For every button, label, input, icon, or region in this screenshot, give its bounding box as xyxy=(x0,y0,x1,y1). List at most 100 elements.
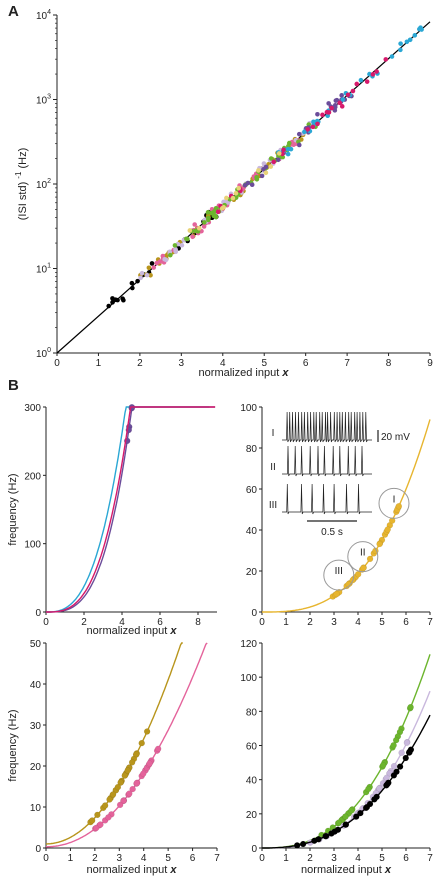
data-point xyxy=(365,785,372,793)
y-tick-label: 60 xyxy=(246,742,258,753)
annotation-circle xyxy=(378,487,410,519)
scatter-point xyxy=(230,195,236,201)
y-tick-exp: 4 xyxy=(47,9,51,16)
x-tick-label: 4 xyxy=(141,853,147,864)
scatter-point xyxy=(135,278,140,284)
scatter-point xyxy=(358,77,364,83)
scalebar-h-label: 0.5 s xyxy=(321,527,343,538)
data-point xyxy=(128,759,136,766)
scatter-point xyxy=(129,280,135,286)
data-point xyxy=(88,817,96,824)
data-point xyxy=(93,824,100,832)
data-point xyxy=(109,791,117,798)
x-tick-label: 4 xyxy=(220,358,226,369)
y-tick-label: 100 xyxy=(36,347,51,360)
scatter-point xyxy=(172,243,178,248)
data-point xyxy=(403,739,411,746)
scatter-point xyxy=(215,209,221,215)
scatter-point xyxy=(296,131,302,137)
y-tick-label: 0 xyxy=(35,844,41,855)
y-tick-label: 80 xyxy=(246,444,258,455)
scatter-point xyxy=(113,297,118,302)
y-tick-label: 104 xyxy=(36,9,51,22)
spike-trace xyxy=(282,445,372,477)
x-tick-label: 5 xyxy=(165,853,171,864)
scatter-point xyxy=(144,272,150,278)
scatter-point xyxy=(249,182,255,188)
y-tick-label: 30 xyxy=(30,721,42,732)
annotation-label: III xyxy=(335,566,343,577)
scatter-point xyxy=(187,228,193,233)
data-point xyxy=(129,785,136,793)
scatter-point xyxy=(311,119,316,125)
data-point xyxy=(101,802,109,809)
x-tick-label: 0 xyxy=(259,853,265,864)
data-point xyxy=(390,742,397,749)
y-tick-label: 40 xyxy=(246,526,258,537)
y-tick-label: 80 xyxy=(246,707,258,718)
y-tick-label: 120 xyxy=(240,639,257,650)
y-tick-base: 10 xyxy=(36,96,48,107)
y-tick-label: 20 xyxy=(246,810,258,821)
scatter-point xyxy=(138,275,143,281)
scatter-point xyxy=(263,164,269,170)
x-axis-label-var: x xyxy=(169,864,177,876)
scalebar-v-label: 20 mV xyxy=(381,432,410,443)
x-tick-label: 0 xyxy=(259,617,265,628)
data-point xyxy=(105,814,112,821)
x-tick-label: 2 xyxy=(307,853,313,864)
data-point xyxy=(114,783,122,791)
scatter-point xyxy=(261,161,267,166)
y-axis-label: frequency (Hz) xyxy=(7,709,19,781)
y-tick-label: 10 xyxy=(30,803,42,814)
y-tick-label: 0 xyxy=(251,844,257,855)
data-point xyxy=(396,763,404,770)
data-point xyxy=(143,728,151,735)
data-point xyxy=(407,703,414,711)
y-tick-label: 40 xyxy=(30,680,42,691)
scatter-point xyxy=(332,103,338,108)
scatter-point xyxy=(326,101,331,106)
x-axis-label: normalized input x xyxy=(301,864,392,876)
data-point xyxy=(383,782,390,789)
x-tick-label: 6 xyxy=(157,617,163,628)
y-axis-label-unit: (Hz) xyxy=(17,148,29,172)
x-tick-label: 6 xyxy=(403,853,409,864)
x-tick-label: 6 xyxy=(303,358,309,369)
fit-curve xyxy=(262,714,431,849)
data-point xyxy=(395,503,403,510)
data-point xyxy=(384,526,391,533)
x-tick-label: 0 xyxy=(43,853,49,864)
scatter-point xyxy=(345,92,351,98)
scatter-point xyxy=(154,260,160,266)
x-tick-label: 4 xyxy=(355,617,361,628)
fit-curve xyxy=(46,406,216,613)
x-tick-label: 5 xyxy=(261,358,267,369)
scatter-point xyxy=(310,124,316,130)
scatter-point xyxy=(333,98,339,103)
scatter-point xyxy=(146,265,152,271)
x-tick-label: 8 xyxy=(195,617,201,628)
scatter-point xyxy=(192,222,197,227)
data-point xyxy=(322,832,330,840)
scatter-point xyxy=(205,210,211,215)
y-tick-label: 102 xyxy=(36,178,51,191)
scatter-point xyxy=(398,47,403,53)
scatter-point xyxy=(163,257,169,263)
y-tick-label: 20 xyxy=(30,762,42,773)
scatter-point xyxy=(383,57,389,62)
x-tick-label: 1 xyxy=(96,358,102,369)
scatter-point xyxy=(168,252,173,258)
x-tick-label: 5 xyxy=(379,617,385,628)
y-axis-label-main: (ISI std) xyxy=(17,179,29,221)
x-tick-label: 2 xyxy=(307,617,313,628)
panel-b1: 0 2 4 6 8 0 100 200 300 frequency (Hz) normalized … xyxy=(7,403,217,637)
y-tick-label: 100 xyxy=(24,540,41,551)
scatter-point xyxy=(206,217,211,223)
x-axis-label-var: x xyxy=(281,367,289,379)
data-point xyxy=(398,749,405,756)
y-axis-label: (ISI std) -1 (Hz) xyxy=(14,148,29,221)
scatter-point xyxy=(254,176,260,182)
fit-curve xyxy=(46,406,216,613)
x-tick-label: 6 xyxy=(403,617,409,628)
